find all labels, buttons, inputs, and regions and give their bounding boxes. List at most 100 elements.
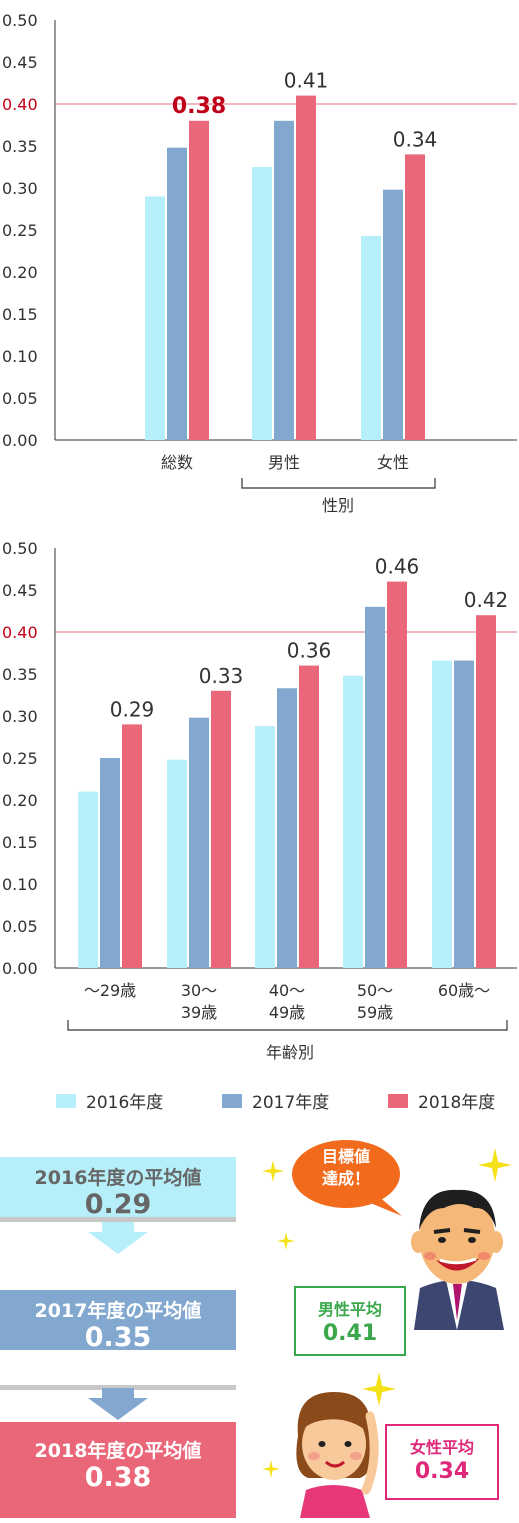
group-label-gender: 性別: [322, 496, 354, 515]
speech-bubble-text: 目標値 達成！: [290, 1146, 402, 1190]
average-label-2017: 2017年度の平均値: [34, 1300, 202, 1322]
male-average-value: 0.41: [322, 1321, 378, 1346]
data-label: 0.29: [110, 697, 155, 721]
average-box-2018: 2018年度の平均値 0.38: [0, 1422, 236, 1518]
male-average-label: 男性平均: [317, 1300, 382, 1319]
x-tick-label: 50〜: [357, 981, 393, 1000]
y-tick-label: 0.15: [2, 305, 38, 324]
male-average-badge: 男性平均 0.41: [294, 1286, 406, 1356]
female-average-label: 女性平均: [409, 1438, 474, 1457]
sparkle-icon: [262, 1460, 280, 1478]
bar-2017年度-0: [167, 147, 187, 440]
group-label-age: 年齢別: [266, 1043, 314, 1062]
bar-2017年度-4: [454, 660, 474, 968]
x-tick-label: 59歳: [357, 1003, 393, 1022]
x-tick-label: 〜29歳: [84, 981, 136, 1000]
y-tick-label: 0.00: [2, 431, 38, 450]
y-tick-label: 0.35: [2, 665, 38, 684]
legend: 2016年度 2017年度 2018年度: [0, 1088, 519, 1118]
average-label-2018: 2018年度の平均値: [34, 1440, 202, 1462]
average-value-2016: 0.29: [84, 1189, 152, 1220]
y-tick-label: 0.00: [2, 959, 38, 978]
y-tick-label: 0.40: [2, 623, 38, 642]
legend-swatch-2016: [56, 1093, 76, 1108]
legend-label-2016: 2016年度: [86, 1093, 164, 1113]
sparkle-icon: [362, 1372, 396, 1406]
y-tick-label: 0.10: [2, 347, 38, 366]
data-label: 0.41: [284, 69, 329, 93]
speech-bubble-line1: 目標値: [321, 1147, 370, 1166]
data-label: 0.36: [287, 639, 332, 663]
bar-2018年度-0: [189, 120, 209, 441]
y-tick-label: 0.45: [2, 581, 38, 600]
legend-swatch-2018: [388, 1093, 408, 1108]
gender-bracket: [241, 478, 436, 489]
x-tick-label: 49歳: [269, 1003, 305, 1022]
y-tick-label: 0.50: [2, 11, 38, 30]
bar-2017年度-0: [100, 758, 120, 968]
bar-2018年度-1: [211, 690, 231, 968]
x-tick-label: 40〜: [269, 981, 305, 1000]
y-tick-label: 0.45: [2, 53, 38, 72]
x-tick-label: 総数: [161, 453, 193, 472]
bar-2018年度-0: [122, 724, 142, 968]
bar-2016年度-1: [252, 167, 272, 440]
x-tick-label: 60歳〜: [438, 981, 490, 1000]
bar-2018年度-1: [296, 95, 316, 440]
legend-label-2018: 2018年度: [418, 1093, 496, 1113]
y-tick-label: 0.40: [2, 95, 38, 114]
y-tick-label: 0.50: [2, 539, 38, 558]
bar-2017年度-1: [189, 717, 209, 968]
legend-item-2016: 2016年度: [56, 1088, 163, 1113]
sparkle-icon: [262, 1160, 284, 1182]
bar-2016年度-3: [343, 675, 363, 968]
sparkle-icon: [478, 1148, 512, 1182]
down-arrow-icon: [88, 1388, 148, 1420]
legend-label-2017: 2017年度: [252, 1093, 330, 1113]
y-tick-label: 0.05: [2, 917, 38, 936]
data-label: 0.33: [199, 664, 244, 688]
legend-item-2017: 2017年度: [222, 1088, 329, 1113]
average-box-2017: 2017年度の平均値 0.35: [0, 1290, 236, 1353]
bar-2018年度-2: [405, 154, 425, 440]
female-average-badge: 女性平均 0.34: [385, 1424, 499, 1500]
data-label: 0.46: [375, 555, 420, 579]
male-character-icon: [411, 1189, 504, 1330]
y-tick-label: 0.15: [2, 833, 38, 852]
speech-bubble-line2: 達成！: [321, 1169, 370, 1188]
female-character-icon: [296, 1392, 379, 1518]
bar-2018年度-4: [476, 615, 496, 968]
bar-2017年度-3: [365, 606, 385, 968]
y-tick-label: 0.20: [2, 263, 38, 282]
bar-2018年度-3: [387, 581, 407, 968]
down-arrow-icon: [88, 1222, 148, 1254]
y-tick-label: 0.30: [2, 707, 38, 726]
x-tick-label: 30〜: [181, 981, 217, 1000]
legend-swatch-2017: [222, 1093, 242, 1108]
x-tick-label: 女性: [377, 453, 409, 472]
average-label-2016: 2016年度の平均値: [34, 1167, 202, 1189]
y-tick-label: 0.30: [2, 179, 38, 198]
data-label: 0.38: [172, 94, 226, 119]
average-value-2017: 0.35: [84, 1322, 152, 1353]
average-box-shadow: [0, 1385, 236, 1390]
data-label: 0.34: [393, 127, 438, 151]
bar-2016年度-0: [78, 791, 98, 968]
age-bar-chart: 0.00 0.05 0.10 0.15 0.20 0.25 0.30 0.35 0.40 0.45…: [2, 539, 517, 1062]
legend-item-2018: 2018年度: [388, 1088, 495, 1113]
bar-2017年度-2: [383, 189, 403, 440]
y-tick-label: 0.20: [2, 791, 38, 810]
average-box-shadow: [0, 1217, 236, 1222]
sparkle-icon: [277, 1232, 295, 1250]
bar-2016年度-4: [432, 660, 452, 968]
y-tick-label: 0.25: [2, 221, 38, 240]
average-box-2016: 2016年度の平均値 0.29: [0, 1157, 236, 1220]
female-average-value: 0.34: [414, 1459, 470, 1484]
bar-2017年度-1: [274, 120, 294, 441]
bar-2016年度-2: [361, 235, 381, 440]
bar-2016年度-2: [255, 726, 275, 968]
age-bracket: [67, 1020, 508, 1031]
x-tick-label: 男性: [268, 453, 300, 472]
bar-2016年度-1: [167, 759, 187, 968]
x-tick-label: 39歳: [181, 1003, 217, 1022]
